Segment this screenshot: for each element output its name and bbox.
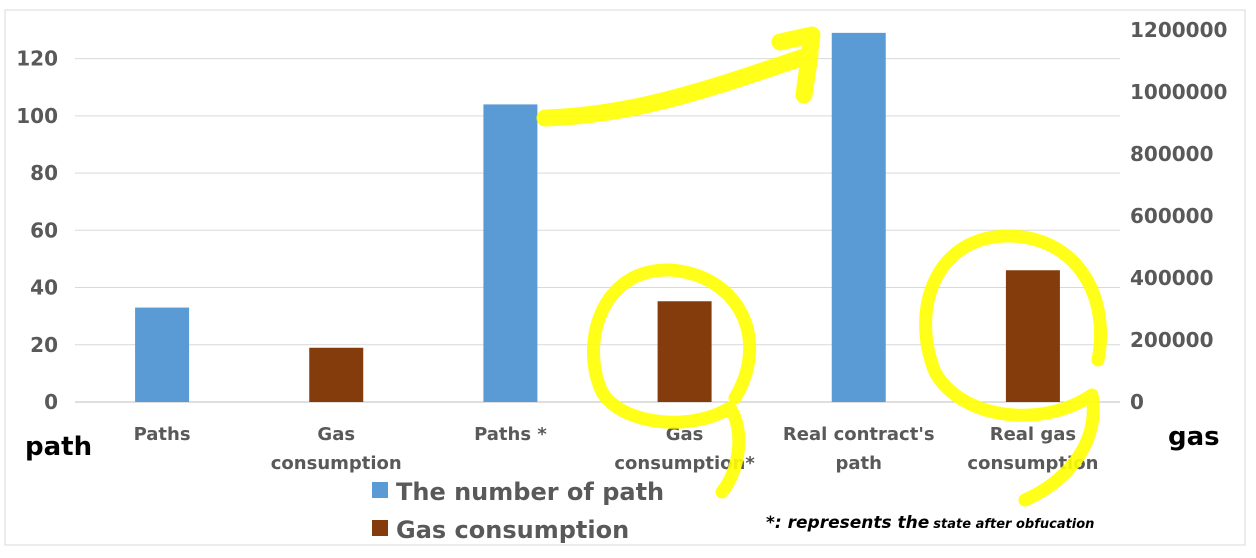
left-tick-label: 80 xyxy=(30,161,58,185)
category-labels: Paths Gas consumption Paths * Gas consumption… xyxy=(134,424,1099,474)
bar-path-count xyxy=(135,307,190,402)
category-label: Real gas consumption xyxy=(967,424,1098,474)
left-tick-label: 0 xyxy=(44,390,58,414)
footnote-small: state after obfucation xyxy=(933,517,1094,532)
right-axis-ticks: 0 200000 400000 600000 800000 1000000 1200000 xyxy=(1130,18,1227,414)
category-label: Paths xyxy=(134,424,191,445)
bar-path-count xyxy=(831,32,886,402)
left-axis-ticks: 0 20 40 60 80 100 120 xyxy=(16,47,58,414)
legend: The number of path Gas consumption xyxy=(372,478,664,544)
category-label: Gas consumption* xyxy=(614,424,755,474)
bar-gas-consumption xyxy=(309,347,364,402)
right-axis-label: gas xyxy=(1168,422,1220,452)
highlight-circle-gas-consumption-star xyxy=(587,263,757,499)
right-tick-label: 200000 xyxy=(1130,328,1214,352)
chart-border xyxy=(4,9,1246,546)
footnote-main: *: represents the xyxy=(766,513,929,533)
left-tick-label: 20 xyxy=(30,333,58,357)
category-label: Real contract's path xyxy=(783,424,935,474)
highlight-annotations xyxy=(536,26,1108,507)
left-tick-label: 40 xyxy=(30,276,58,300)
highlight-arrow xyxy=(536,26,821,127)
left-tick-label: 100 xyxy=(16,104,58,128)
bar-gas-consumption xyxy=(657,301,712,402)
legend-label-gas: Gas consumption xyxy=(396,516,629,544)
legend-swatch-gas xyxy=(372,520,388,536)
category-label: Paths * xyxy=(474,424,547,445)
left-axis-label: path xyxy=(25,432,92,462)
footnote: *: represents the state after obfucation xyxy=(766,513,1094,533)
legend-label-path: The number of path xyxy=(396,478,664,506)
bars xyxy=(135,32,1060,403)
bar-path-count xyxy=(483,104,538,403)
right-tick-label: 1200000 xyxy=(1130,18,1227,42)
highlight-circle-real-gas-consumption xyxy=(919,229,1108,507)
legend-swatch-path xyxy=(372,482,388,498)
bar-gas-consumption xyxy=(1005,270,1060,402)
left-tick-label: 60 xyxy=(30,218,58,242)
right-tick-label: 0 xyxy=(1130,390,1144,414)
right-tick-label: 800000 xyxy=(1130,142,1214,166)
category-label: Gas consumption xyxy=(271,424,402,474)
right-tick-label: 600000 xyxy=(1130,204,1214,228)
right-tick-label: 1000000 xyxy=(1130,80,1227,104)
left-tick-label: 120 xyxy=(16,47,58,71)
right-tick-label: 400000 xyxy=(1130,266,1214,290)
